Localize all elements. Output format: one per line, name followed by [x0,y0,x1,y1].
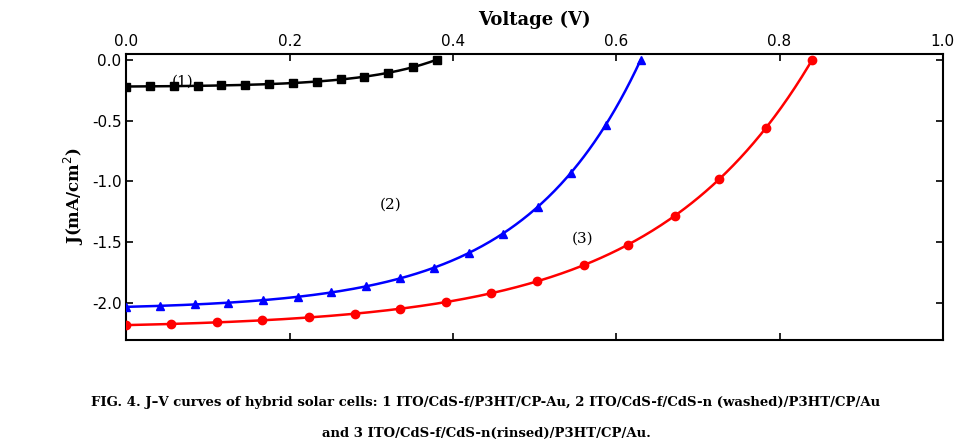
Text: (3): (3) [572,232,593,245]
X-axis label: Voltage (V): Voltage (V) [478,11,591,30]
Text: (2): (2) [379,197,401,211]
Text: and 3 ITO/CdS-f/CdS-n(rinsed)/P3HT/CP/Au.: and 3 ITO/CdS-f/CdS-n(rinsed)/P3HT/CP/Au… [322,427,650,440]
Text: FIG. 4. J–V curves of hybrid solar cells: 1 ITO/CdS-f/P3HT/CP-Au, 2 ITO/CdS-f/Cd: FIG. 4. J–V curves of hybrid solar cells… [91,396,881,409]
Y-axis label: J(mA/cm$^2$): J(mA/cm$^2$) [62,148,87,245]
Text: (1): (1) [171,75,193,89]
